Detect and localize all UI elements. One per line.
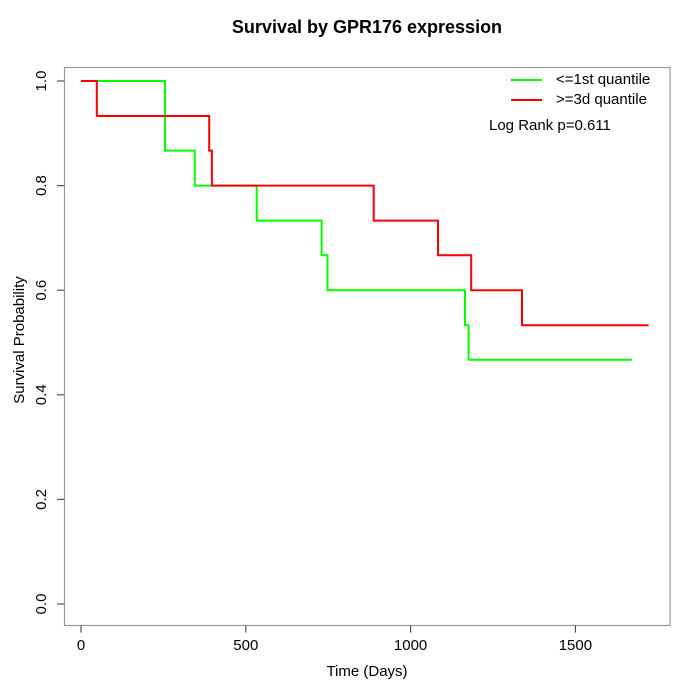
y-axis-tick-label: 0.2 <box>33 489 50 510</box>
plot-frame <box>63 66 671 627</box>
legend: <=1st quantile >=3d quantile <box>511 72 650 112</box>
legend-row-high-expression: >=3d quantile <box>511 92 650 108</box>
legend-label-low-expression: <=1st quantile <box>556 71 651 88</box>
survival-curve-low-expression <box>81 80 633 361</box>
y-axis-tick-label: 0.8 <box>33 175 50 196</box>
x-axis-tick-label: 1500 <box>559 637 592 654</box>
green-line-swatch <box>511 78 542 82</box>
red-line-swatch <box>511 98 542 102</box>
y-axis-tick-label: 0.6 <box>33 280 50 301</box>
legend-label-high-expression: >=3d quantile <box>556 91 647 108</box>
y-axis-label: Survival Probability <box>11 276 28 404</box>
x-axis-label: Time (Days) <box>326 663 408 680</box>
survival-curve-high-expression <box>81 80 649 327</box>
y-axis-tick-label: 1.0 <box>33 71 50 92</box>
log-rank-annotation: Log Rank p=0.611 <box>489 117 611 134</box>
y-axis-tick-label: 0.0 <box>33 594 50 615</box>
x-axis-tick-label: 1000 <box>394 637 427 654</box>
legend-row-low-expression: <=1st quantile <box>511 72 650 88</box>
x-axis-tick-label: 0 <box>77 637 85 654</box>
y-axis-tick-label: 0.4 <box>33 384 50 405</box>
chart-title: Survival by GPR176 expression <box>231 17 503 37</box>
x-axis-tick-label: 500 <box>233 637 258 654</box>
